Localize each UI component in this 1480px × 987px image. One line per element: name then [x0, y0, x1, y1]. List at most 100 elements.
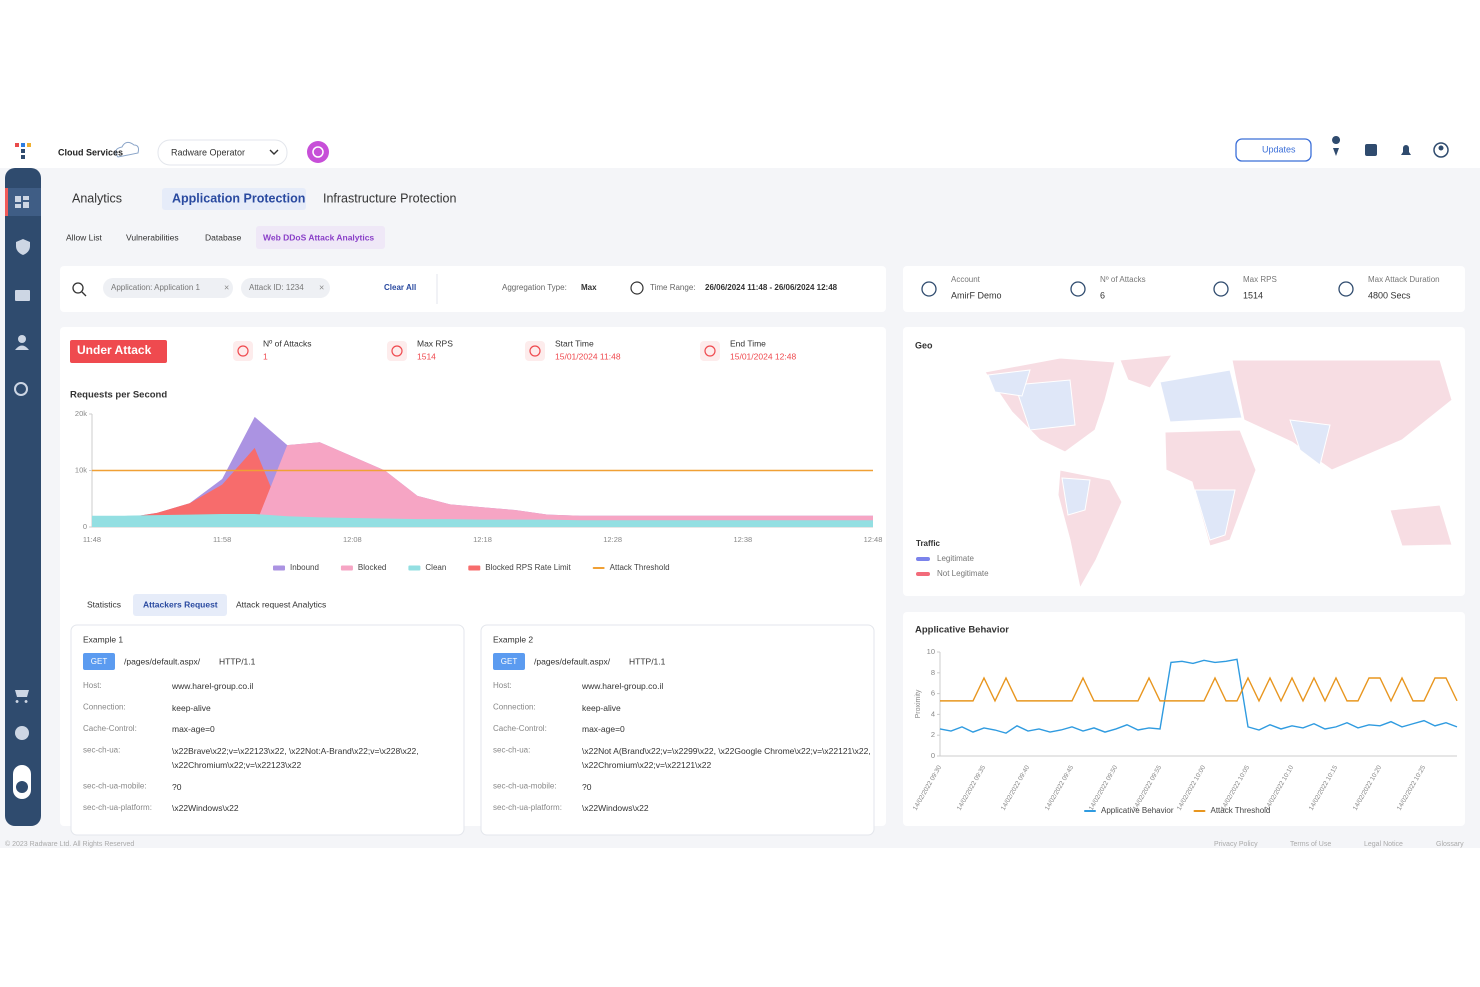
- stat-value: 15/01/2024 12:48: [730, 351, 796, 361]
- search-icon[interactable]: [72, 282, 84, 294]
- subtab[interactable]: Database: [205, 232, 242, 242]
- user-icon[interactable]: [1433, 142, 1449, 158]
- sidebar-icons: [13, 196, 31, 799]
- header-key: Connection:: [493, 703, 536, 712]
- footer-link[interactable]: Terms of Use: [1290, 841, 1331, 848]
- tab[interactable]: Application Protection: [172, 191, 305, 205]
- subtab[interactable]: Vulnerabilities: [126, 232, 179, 242]
- active-tab-bg: [162, 188, 306, 210]
- stat-icon-bg: [700, 341, 720, 361]
- protocol: HTTP/1.1: [219, 656, 256, 666]
- y-tick-label: 6: [931, 689, 935, 698]
- chip[interactable]: [103, 278, 233, 298]
- avatar-icon: [312, 146, 324, 158]
- header-value-box: www.harel-group.co.il: [582, 681, 663, 691]
- location-icon[interactable]: [1332, 136, 1341, 156]
- chart-title: Applicative Behavior: [915, 625, 1009, 636]
- header-key: Host:: [493, 681, 512, 690]
- docs-icon[interactable]: [1365, 144, 1377, 156]
- stat-value: 1: [263, 351, 268, 361]
- chip-close[interactable]: ×: [224, 282, 229, 292]
- header-value-box: keep-alive: [582, 703, 621, 713]
- header-value-box: \x22Brave\x22;v=\x22123\x22, \x22Not:A-B…: [172, 745, 419, 770]
- summary-label: Nº of Attacks: [1100, 275, 1146, 284]
- chip[interactable]: [241, 278, 330, 298]
- chip-close[interactable]: ×: [319, 282, 324, 292]
- chip-label: Application: Application 1: [111, 283, 201, 292]
- footer-link[interactable]: Glossary: [1436, 841, 1464, 848]
- clear-all[interactable]: Clear All: [384, 283, 416, 292]
- protocol: HTTP/1.1: [629, 656, 666, 666]
- subtab[interactable]: Allow List: [66, 232, 103, 242]
- legend-swatch: [408, 565, 421, 571]
- request-path: /pages/default.aspx/: [534, 656, 611, 666]
- chevron: [269, 149, 279, 155]
- stat-value: 15/01/2024 11:48: [555, 351, 621, 361]
- time-label: Time Range:: [650, 283, 696, 292]
- header-key: Cache-Control:: [83, 724, 137, 733]
- detail-tab[interactable]: Statistics: [87, 599, 121, 609]
- briefcase-icon[interactable]: [15, 290, 30, 301]
- header-value-box: keep-alive: [172, 702, 211, 713]
- summary-label: Max RPS: [1243, 275, 1277, 284]
- y-tick-label: 0: [931, 751, 935, 760]
- cloud-icon: [115, 141, 139, 158]
- footer-link[interactable]: Legal Notice: [1364, 841, 1403, 848]
- updates-button[interactable]: [1235, 138, 1312, 162]
- top-icons: [1332, 136, 1449, 158]
- summary-label: Max Attack Duration: [1368, 275, 1440, 284]
- y-tick-label: 4: [931, 709, 935, 718]
- security-icon[interactable]: [14, 382, 28, 396]
- header-value: keep-alive: [172, 702, 211, 713]
- x-tick-label: 11:48: [83, 535, 101, 544]
- active-marker: [5, 188, 8, 216]
- legend-title: Traffic: [916, 539, 941, 548]
- stat-icon: [529, 345, 541, 357]
- status-label: Under Attack: [77, 343, 152, 357]
- shield-icon[interactable]: [16, 239, 30, 255]
- active-detail-tab-bg: [133, 594, 227, 616]
- legend-label: Clean: [425, 563, 446, 572]
- legend-label: Legitimate: [937, 554, 974, 563]
- method-badge: [83, 653, 115, 670]
- dashboard-icon[interactable]: [15, 196, 21, 202]
- operator-dropdown[interactable]: [157, 139, 288, 166]
- header-value-box: max-age=0: [582, 724, 625, 734]
- detail-tab[interactable]: Attack request Analytics: [236, 599, 326, 609]
- x-tick-label: 12:18: [473, 535, 492, 544]
- header-value: \x22Brave\x22;v=\x22123\x22, \x22Not:A-B…: [172, 745, 419, 770]
- footer-link[interactable]: Privacy Policy: [1214, 841, 1258, 848]
- summary-icon: [921, 281, 937, 297]
- stat-label: End Time: [730, 338, 766, 348]
- legend-swatch: [1084, 810, 1096, 812]
- y-tick-label: 2: [931, 730, 935, 739]
- help-icon[interactable]: [15, 726, 29, 740]
- updates-label: Updates: [1262, 144, 1296, 154]
- avatar-button[interactable]: [307, 141, 329, 163]
- detail-tab[interactable]: Attackers Request: [143, 599, 218, 609]
- y-tick-label: 8: [931, 668, 935, 677]
- legend-swatch: [916, 557, 930, 561]
- geo-title: Geo: [915, 340, 933, 350]
- user-nav-icon[interactable]: [18, 335, 26, 343]
- aggregation-value: Max: [581, 283, 597, 292]
- bell-icon[interactable]: [1401, 145, 1411, 155]
- header-value: max-age=0: [172, 724, 215, 734]
- y-tick-label: 20k: [75, 409, 87, 418]
- copyright: © 2023 Radware Ltd. All Rights Reserved: [5, 840, 134, 848]
- brand: Cloud Services: [58, 147, 123, 157]
- tab[interactable]: Infrastructure Protection: [323, 191, 456, 205]
- header-value-box: \x22Windows\x22: [172, 803, 239, 813]
- logo: [15, 143, 31, 159]
- example-title: Example 1: [83, 634, 123, 644]
- summary-value: 1514: [1243, 290, 1263, 300]
- stat-icon: [704, 345, 716, 357]
- summary-value: AmirF Demo: [951, 290, 1002, 300]
- legend-label: Blocked RPS Rate Limit: [485, 563, 571, 572]
- header-key: sec-ch-ua:: [493, 746, 530, 755]
- cart-icon[interactable]: [15, 690, 29, 703]
- header-value-box: \x22Not A(Brand\x22;v=\x2299\x22, \x22Go…: [582, 746, 871, 770]
- tab[interactable]: Analytics: [72, 191, 122, 205]
- legend-label: Blocked: [358, 563, 386, 572]
- subtab[interactable]: Web DDoS Attack Analytics: [263, 232, 374, 242]
